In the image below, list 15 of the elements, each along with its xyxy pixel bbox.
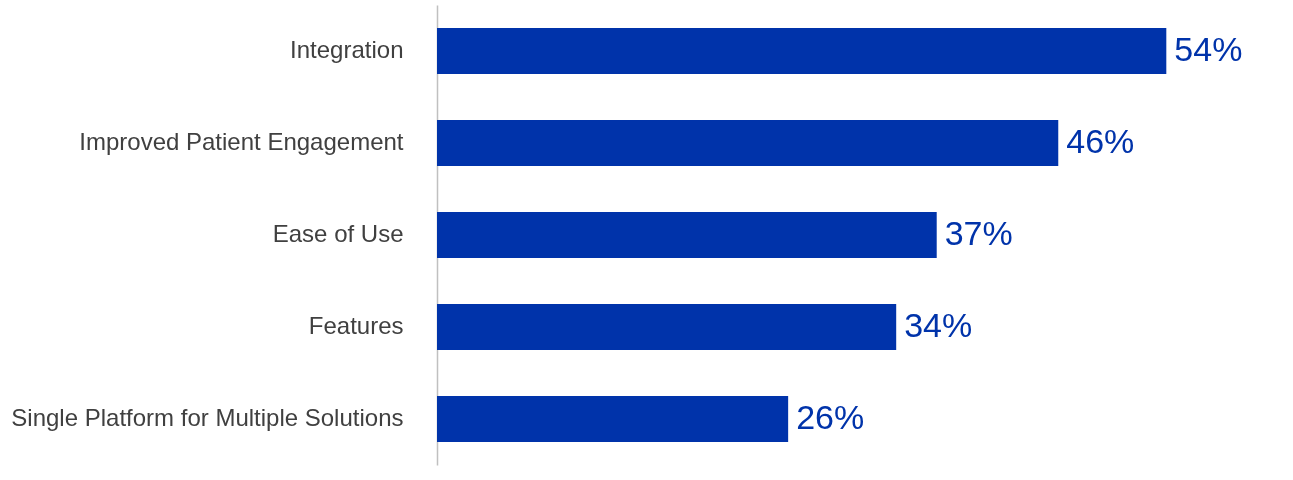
- y-tick-label: Single Platform for Multiple Solutions: [11, 404, 404, 431]
- bar: [437, 28, 1167, 74]
- data-label: 46%: [1066, 122, 1135, 160]
- y-tick-label: Improved Patient Engagement: [79, 128, 404, 155]
- bar: [437, 396, 789, 442]
- data-label: 26%: [796, 398, 865, 436]
- data-label: 37%: [944, 214, 1013, 252]
- data-label: 54%: [1174, 30, 1243, 68]
- bar: [437, 212, 937, 258]
- bar: [437, 304, 897, 350]
- y-tick-label: Features: [308, 312, 404, 339]
- y-tick-label: Ease of Use: [272, 220, 404, 247]
- bar: [437, 120, 1059, 166]
- y-tick-label: Integration: [290, 36, 404, 63]
- data-label: 34%: [904, 306, 973, 344]
